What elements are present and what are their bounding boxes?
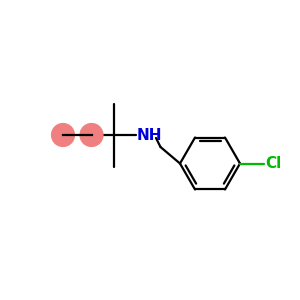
Circle shape <box>52 124 74 146</box>
Text: Cl: Cl <box>266 156 282 171</box>
Text: NH: NH <box>136 128 162 142</box>
Circle shape <box>80 124 103 146</box>
